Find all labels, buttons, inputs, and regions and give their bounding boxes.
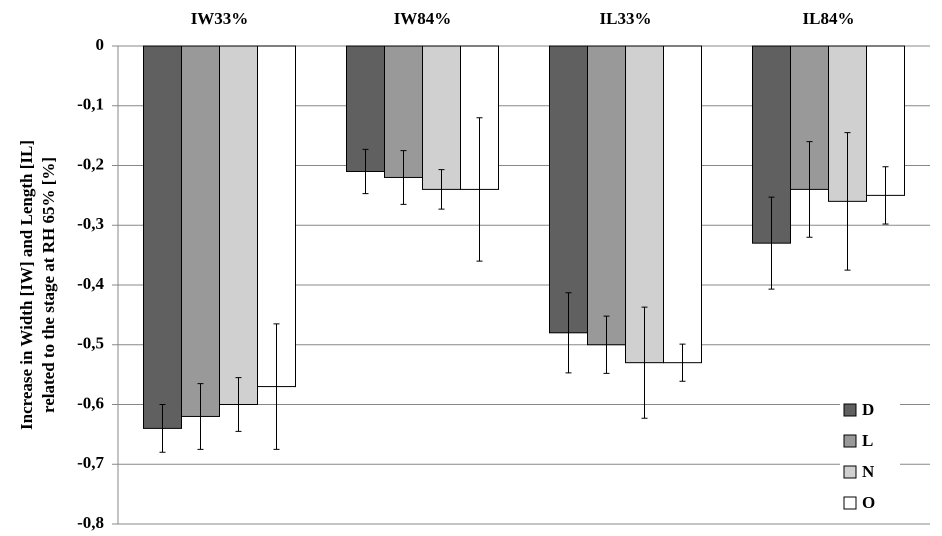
y-axis-label: related to the stage at RH 65% [%] [39,157,58,413]
legend-label: O [862,493,875,512]
error-bar [362,148,369,195]
bar [219,45,258,405]
y-tick-label: 0 [96,35,105,54]
error-bar [476,117,483,262]
x-tick-label: IW33% [191,9,249,28]
legend-swatch [843,465,857,479]
error-bar [882,166,889,225]
error-bar [844,132,851,271]
legend-label: D [862,400,874,419]
error-bar [273,323,280,450]
error-bar [438,169,445,210]
bar [549,45,588,334]
legend-label: N [862,462,875,481]
y-tick-label: -0,4 [77,274,104,293]
legend-swatch [843,434,857,448]
error-bar [806,141,813,238]
bar [181,45,220,417]
y-tick-label: -0,5 [77,334,104,353]
y-axis-label: Increase in Width [IW] and Length [IL] [17,140,36,430]
bar [143,45,182,429]
y-tick-label: -0,6 [77,393,104,412]
y-tick-label: -0,1 [77,95,104,114]
bar [587,45,626,346]
legend-label: L [862,431,873,450]
error-bar [197,383,204,450]
error-bar [641,306,648,419]
error-bar [679,343,686,382]
bar [422,45,461,190]
error-bar [768,196,775,290]
x-tick-label: IW84% [394,9,452,28]
error-bar [159,404,166,453]
legend-swatch [843,403,857,417]
error-bar [235,377,242,432]
legend-swatch [843,496,857,510]
x-tick-label: IL33% [600,9,652,28]
y-tick-label: -0,8 [77,513,104,532]
error-bar [400,150,407,205]
x-tick-label: IL84% [803,9,855,28]
y-tick-label: -0,2 [77,154,104,173]
bar [663,45,702,364]
y-tick-label: -0,3 [77,214,104,233]
error-bar [565,292,572,374]
y-tick-label: -0,7 [77,453,104,472]
error-bar [603,315,610,374]
